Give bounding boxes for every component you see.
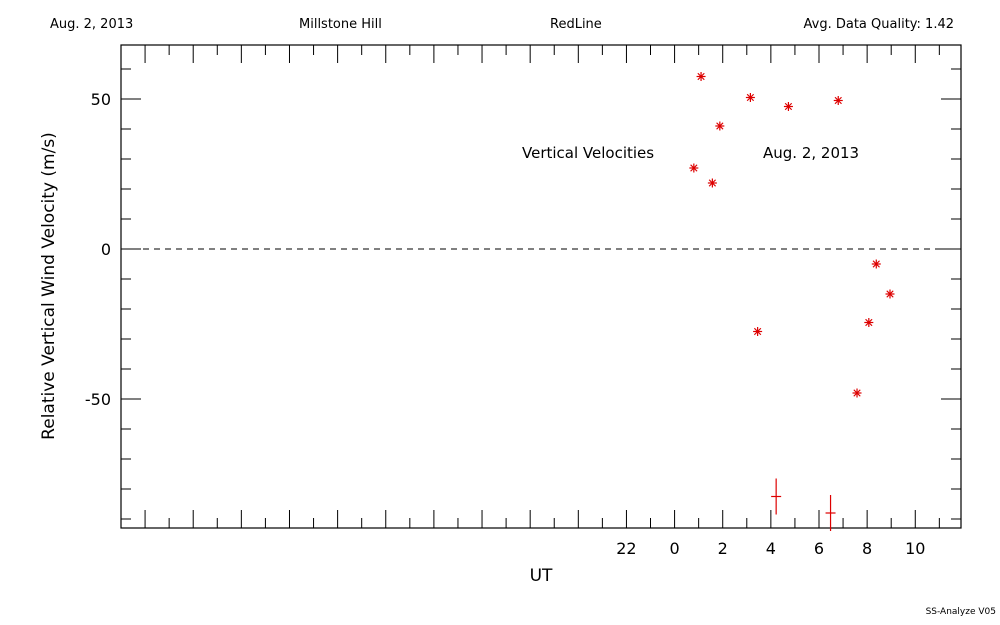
x-tick-label: 10 bbox=[905, 539, 925, 558]
y-tick-label: 50 bbox=[91, 90, 111, 109]
x-tick-label: 4 bbox=[766, 539, 776, 558]
header-line: RedLine bbox=[550, 17, 602, 32]
header-site: Millstone Hill bbox=[299, 17, 382, 32]
annotation-date: Aug. 2, 2013 bbox=[763, 144, 859, 162]
data-point bbox=[871, 259, 881, 269]
plot-frame bbox=[120, 44, 962, 529]
data-point bbox=[696, 72, 706, 81]
data-point bbox=[707, 178, 717, 188]
data-point bbox=[833, 96, 843, 105]
annotation-vertical-velocities: Vertical Velocities bbox=[522, 144, 654, 162]
x-tick-label: 22 bbox=[616, 539, 636, 558]
x-tick-label: 0 bbox=[669, 539, 679, 558]
y-tick-label: 0 bbox=[101, 240, 111, 259]
header-quality: Avg. Data Quality: 1.42 bbox=[803, 17, 954, 32]
y-tick-label: -50 bbox=[85, 390, 111, 409]
data-point bbox=[783, 102, 793, 111]
data-point bbox=[885, 289, 895, 299]
data-point bbox=[715, 121, 725, 131]
x-tick-label: 8 bbox=[862, 539, 872, 558]
data-point bbox=[753, 327, 763, 336]
data-point bbox=[864, 318, 874, 327]
header-date: Aug. 2, 2013 bbox=[50, 17, 134, 32]
data-point bbox=[689, 163, 699, 173]
data-point bbox=[825, 495, 836, 531]
data-point bbox=[852, 388, 862, 398]
y-axis-label: Relative Vertical Wind Velocity (m/s) bbox=[39, 132, 59, 440]
data-point bbox=[771, 478, 782, 515]
x-tick-label: 2 bbox=[718, 539, 728, 558]
x-axis-label: UT bbox=[530, 566, 553, 586]
x-tick-label: 6 bbox=[814, 539, 824, 558]
data-point bbox=[745, 93, 755, 102]
footer-version: SS-Analyze V05 bbox=[925, 607, 996, 617]
